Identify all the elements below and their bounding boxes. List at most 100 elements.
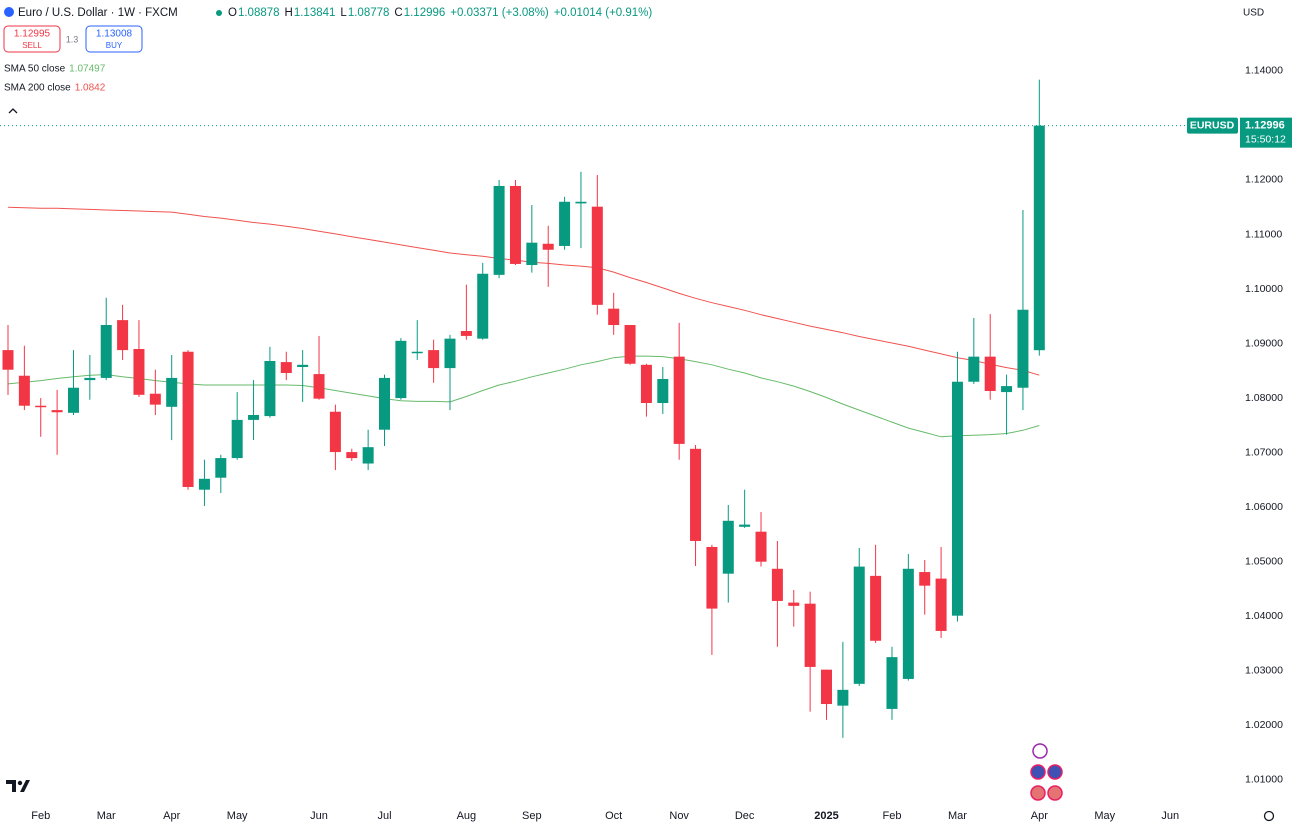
candle-body — [788, 602, 800, 606]
x-tick-label: Nov — [669, 810, 689, 822]
event-icon[interactable] — [1032, 743, 1048, 759]
y-tick-label: 1.06000 — [1245, 501, 1283, 513]
ohlc-values: O 1.08878 H 1.13841 L 1.08778 C 1.12996 +0.03371… — [228, 7, 652, 19]
candle-body — [886, 657, 898, 709]
x-tick-label: Mar — [948, 810, 967, 822]
x-tick-label: Mar — [97, 810, 116, 822]
price-tag — [1240, 117, 1292, 148]
candle-body — [853, 566, 865, 684]
candle-body — [919, 572, 931, 586]
candle-body — [280, 362, 292, 374]
candle-body — [362, 447, 374, 464]
event-icon[interactable] — [1047, 764, 1063, 780]
candle-body — [509, 185, 521, 264]
sell-button[interactable] — [3, 25, 61, 53]
ohlc-letter: C — [394, 7, 402, 19]
candle-body — [968, 356, 980, 382]
candle-body — [575, 201, 587, 204]
candle-body — [673, 356, 685, 444]
buy-label: BUY — [106, 41, 123, 50]
y-tick-label: 1.07000 — [1245, 446, 1283, 458]
candle-body — [771, 568, 783, 601]
candle-body — [215, 458, 227, 478]
event-icon[interactable] — [1047, 785, 1063, 801]
candle-body — [755, 531, 767, 562]
x-tick-label: Sep — [522, 810, 542, 822]
settings-icon[interactable] — [1263, 810, 1275, 822]
x-tick-label: Aug — [457, 810, 477, 822]
candle-body — [1001, 386, 1013, 393]
ohlc-value: 1.08778 — [348, 7, 390, 19]
candle-body — [837, 689, 849, 706]
legend-name: SMA 50 close — [4, 64, 66, 75]
candle-body — [84, 377, 96, 381]
candle-body — [640, 364, 652, 403]
candle-body — [182, 351, 194, 487]
countdown: 15:50:12 — [1245, 133, 1286, 145]
x-tick-label: Apr — [163, 810, 180, 822]
candle-body — [411, 351, 423, 354]
tv-logo — [6, 780, 30, 792]
y-tick-label: 1.04000 — [1245, 610, 1283, 622]
candle-body — [984, 356, 996, 392]
event-icon[interactable] — [1030, 785, 1046, 801]
y-tick-label: 1.11000 — [1245, 228, 1282, 240]
candle-body — [477, 273, 489, 339]
y-tick-label: 1.12000 — [1245, 174, 1283, 186]
ticker-tag — [1187, 117, 1238, 134]
candle-body — [100, 325, 112, 378]
collapse-toggle[interactable] — [8, 108, 18, 114]
x-tick-label: Dec — [735, 810, 755, 822]
candle-body — [657, 379, 669, 403]
x-tick-label: Jul — [377, 810, 391, 822]
ohlc-letter: L — [340, 7, 347, 19]
event-icons — [1030, 743, 1063, 801]
candle-body — [722, 520, 734, 574]
x-tick-label: Oct — [605, 810, 622, 822]
symbol-icon — [4, 7, 14, 17]
candle-body — [166, 377, 178, 407]
indicator-legend: SMA 50 close 1.07497 SMA 200 close 1.0842 — [4, 64, 106, 94]
y-tick-label: 1.01000 — [1245, 774, 1283, 786]
candle-body — [608, 308, 620, 326]
logo-dot — [17, 780, 23, 786]
logo-shape — [6, 780, 30, 792]
candle-body — [117, 320, 129, 351]
candle-body — [248, 414, 260, 420]
candle-body — [1017, 309, 1029, 388]
candle-body — [460, 331, 472, 336]
ohlc-value: 1.13841 — [294, 7, 336, 19]
x-tick-label: 2025 — [814, 810, 838, 822]
legend-name: SMA 200 close — [4, 83, 71, 94]
candle-body — [395, 340, 407, 399]
ohlc-change: +0.01014 (+0.91%) — [554, 7, 653, 19]
ohlc-change: +0.03371 (+3.08%) — [450, 7, 549, 19]
x-tick-label: Feb — [31, 810, 50, 822]
candle-body — [149, 393, 161, 405]
candle-body — [133, 349, 145, 395]
candle-body — [935, 578, 947, 631]
candle-body — [493, 185, 505, 275]
x-tick-label: May — [1094, 810, 1115, 822]
candle-body — [2, 350, 14, 370]
ohlc-letter: H — [285, 7, 293, 19]
ticker-tag-label: EURUSD — [1190, 119, 1235, 131]
legend-value: 1.0842 — [75, 83, 106, 94]
candle-body — [542, 243, 554, 250]
spread: 1.3 — [66, 34, 79, 44]
candle-body — [559, 201, 571, 246]
price-tag-label: 1.12996 — [1245, 120, 1285, 132]
candle-body — [67, 387, 79, 413]
y-tick-label: 1.03000 — [1245, 665, 1283, 677]
candle-body — [346, 452, 358, 459]
currency: USD — [1243, 8, 1264, 19]
buy-button[interactable] — [85, 25, 143, 53]
candle-body — [264, 361, 276, 417]
buy-price: 1.13008 — [96, 29, 133, 40]
candle-body — [379, 377, 391, 430]
y-tick-label: 1.02000 — [1245, 719, 1283, 731]
candle-body — [690, 448, 702, 541]
x-tick-label: Apr — [1031, 810, 1048, 822]
market-status — [216, 10, 222, 16]
event-icon[interactable] — [1030, 764, 1046, 780]
